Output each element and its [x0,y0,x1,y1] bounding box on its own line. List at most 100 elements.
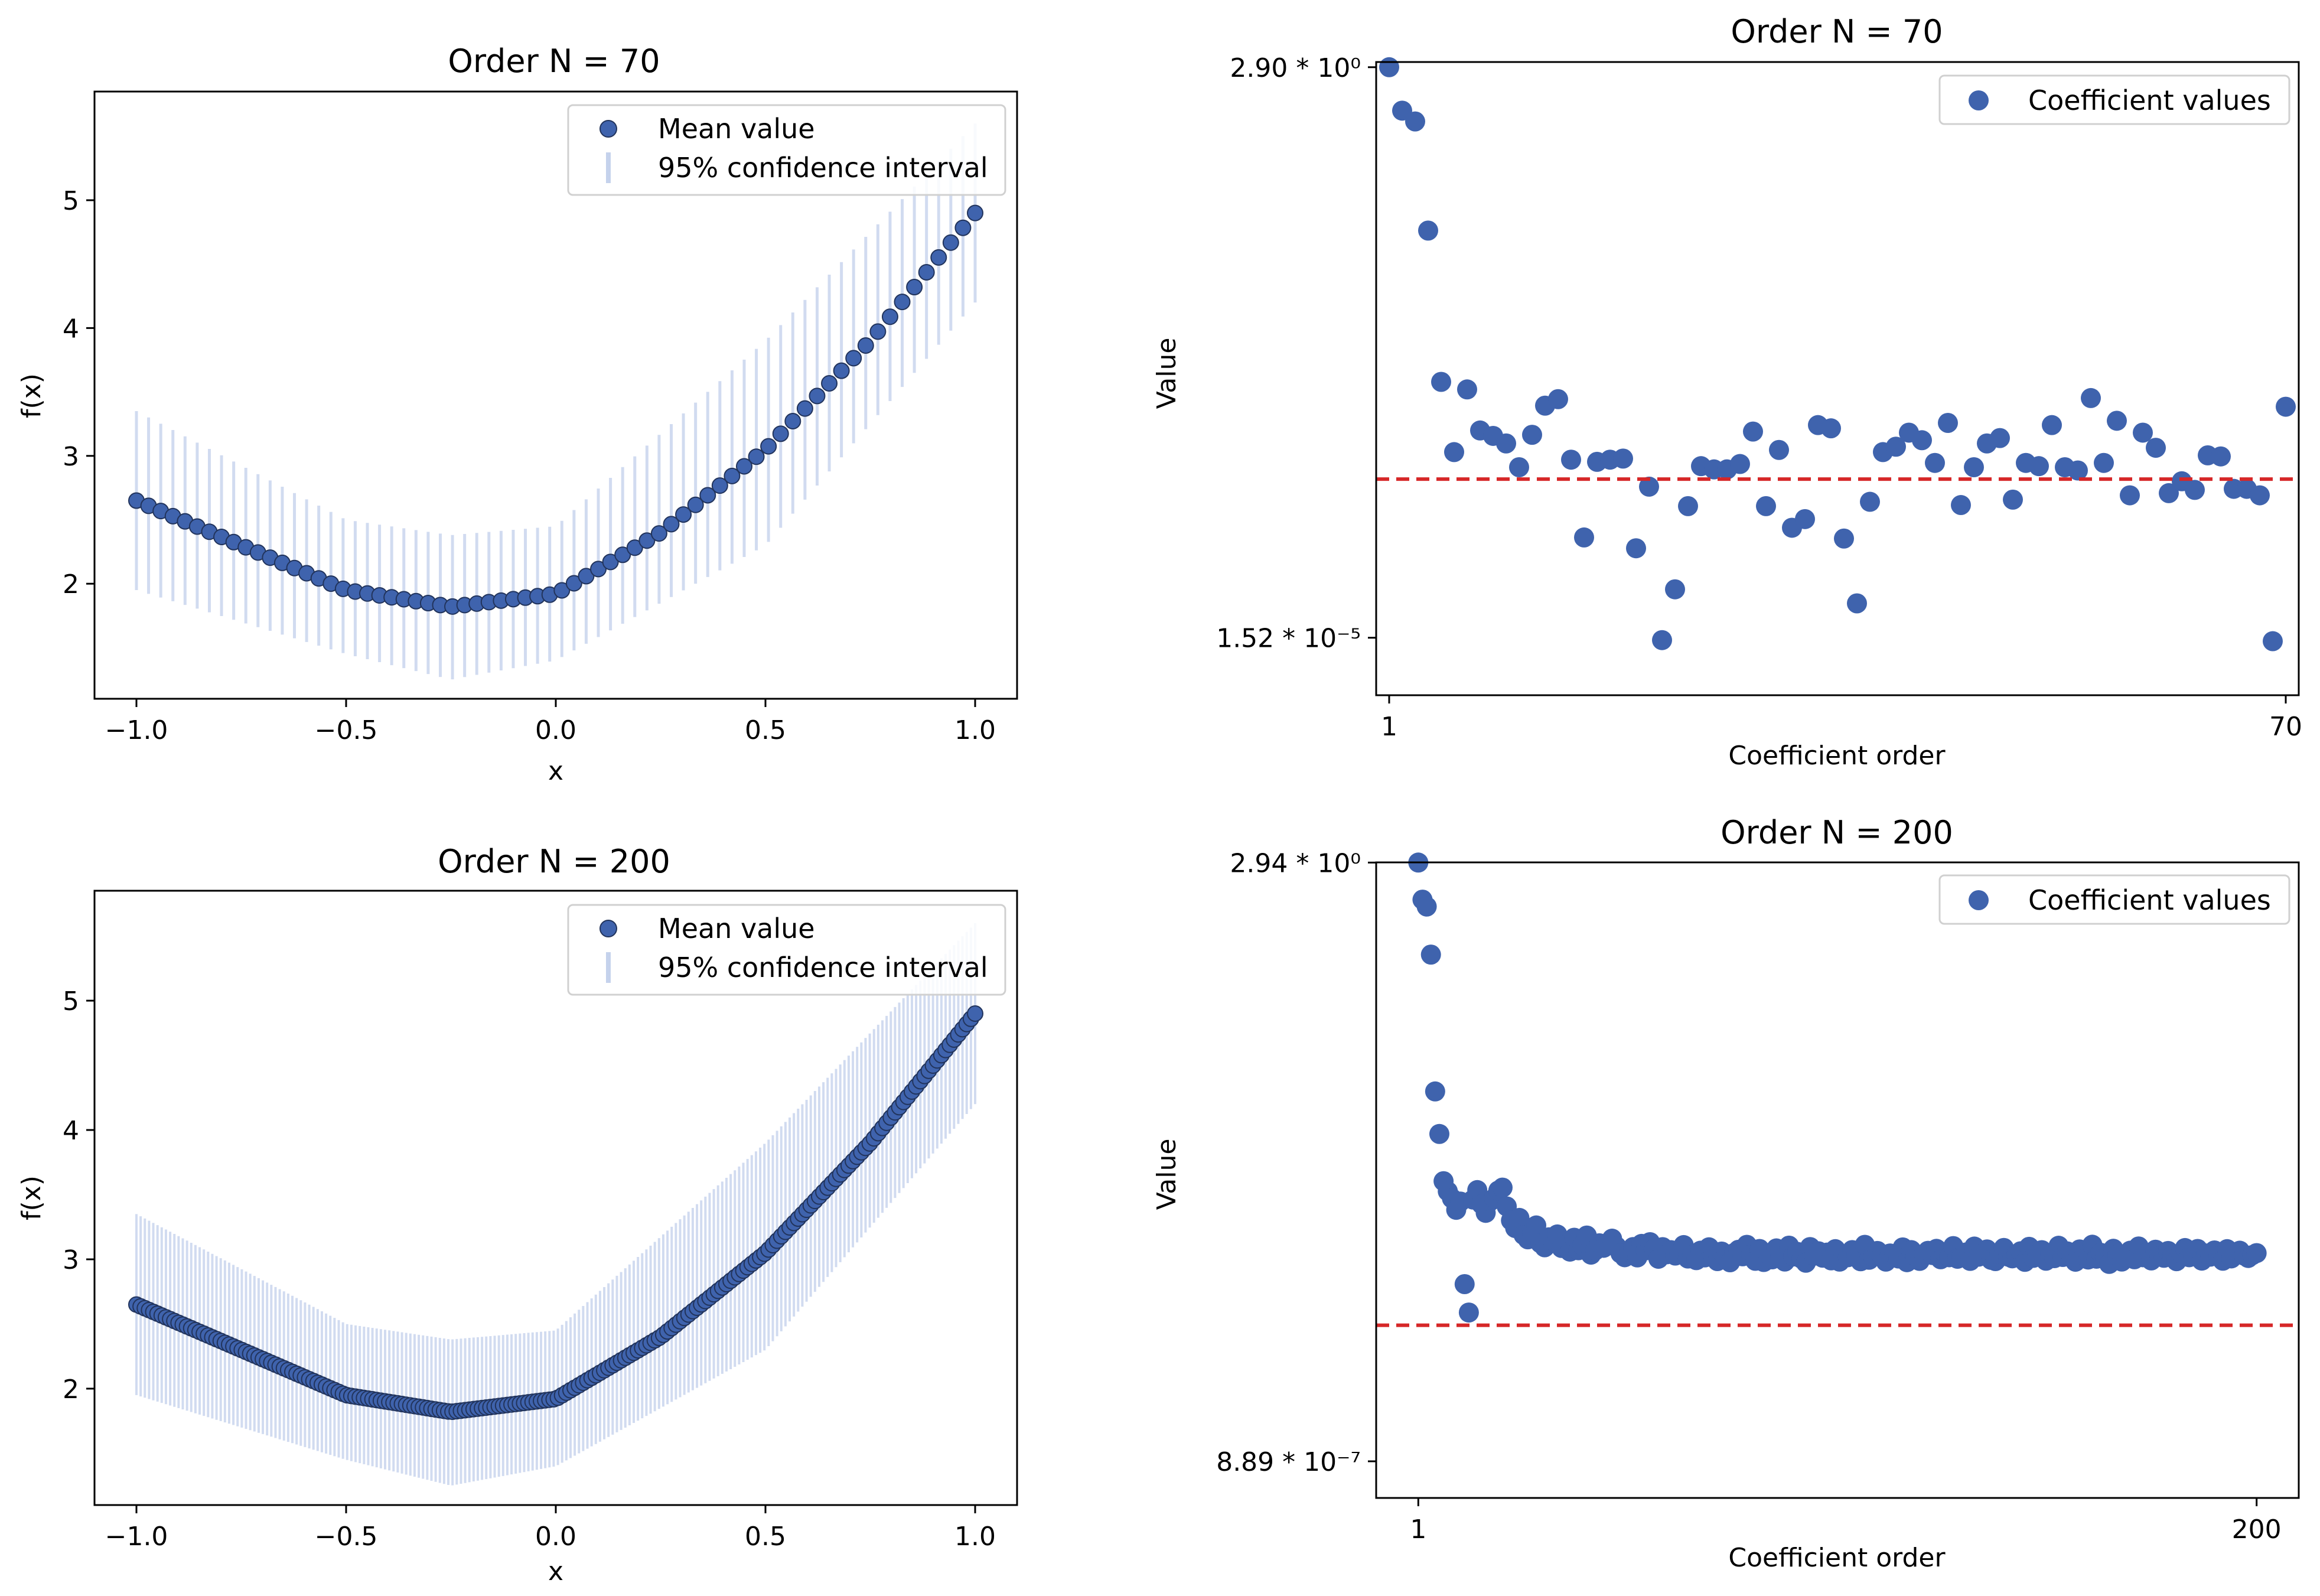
legend-box [1938,74,2290,125]
plot-area [1375,61,2300,696]
plot-area [1375,861,2300,1499]
y-axis-label: f(x) [17,373,47,418]
coefficient-point [2029,456,2049,477]
axis-ticks: 1 70 2.90 * 10⁰ 1.52 * 10⁻⁵ [1216,53,2302,742]
coefficient-point [1756,496,1776,516]
legend-label: Coefficient values [2028,84,2271,116]
mean-point [967,1005,983,1022]
y-tick-label: 2 [63,1374,79,1405]
coefficient-point [2068,460,2088,481]
coefficient-point [1769,439,1789,460]
coefficient-point [2042,415,2062,435]
coefficient-point [1951,495,1971,516]
x-tick-label: 0.5 [745,715,786,745]
y-axis-label: f(x) [17,1175,47,1220]
panel-n70-coefficients: Order N = 70 1 70 2.90 * 10⁰ 1.52 * 10⁻⁵ Co… [1152,13,2302,771]
legend: Coefficient values [1938,74,2290,125]
panel-n200-function: Order N = 200 −1.0 −0.5 0.0 0.5 1.0 2 3 4 5 x f(… [17,843,1018,1587]
mean-point [578,568,595,585]
coefficient-point [1938,413,1958,434]
mean-point [602,553,619,571]
coefficient-point [1492,1177,1513,1198]
mean-point [626,539,643,556]
y-tick-label: 1.52 * 10⁻⁵ [1216,624,1361,654]
coefficient-point [1526,1215,1547,1236]
y-tick-label: 3 [63,442,79,472]
coefficient-point [1454,1274,1475,1295]
coefficient-point [1509,1207,1530,1228]
mean-point [687,496,704,513]
mean-point [638,532,656,549]
coefficient-point [1886,437,1906,457]
y-tick-label: 5 [63,986,79,1017]
coefficient-point [1429,1123,1449,1144]
coefficient-point [1418,220,1438,241]
axis-ticks: 1 200 2.94 * 10⁰ 8.89 * 10⁻⁷ [1216,848,2281,1545]
y-tick-label: 2.90 * 10⁰ [1230,53,1361,83]
coefficient-point [2133,422,2153,443]
legend-label-mean: Mean value [658,913,815,944]
coefficient-point [2159,483,2179,503]
coefficient-point [1509,457,1529,478]
x-axis-label: Coefficient order [1728,741,1946,771]
coefficient-point [2276,396,2296,417]
mean-point [967,204,983,222]
coefficient-point [2094,452,2114,473]
coefficient-point [2211,446,2231,467]
legend-marker-mean [599,120,617,138]
legend-label: Coefficient values [2028,884,2271,916]
coefficient-point [1652,630,1672,650]
plot-marks [128,123,983,680]
panel-n70-function: Order N = 70 −1.0 −0.5 0.0 0.5 1.0 2 3 4 5 x f(x… [17,43,1018,786]
y-axis-label: Value [1152,1139,1182,1210]
coefficient-point [2263,631,2283,652]
coefficient-point [1561,450,1581,470]
mean-point [857,337,874,354]
y-tick-label: 2.94 * 10⁰ [1230,848,1361,878]
legend-box [567,104,1006,196]
coefficient-point [1639,476,1659,497]
coefficient-point [1821,418,1841,439]
legend-label-interval: 95% confidence interval [658,152,988,184]
coefficient-point [1574,527,1594,548]
mean-point [553,582,571,599]
legend-marker [1969,90,1989,110]
x-tick-label: 1 [1410,1514,1426,1545]
coefficient-point [1626,538,1646,559]
mean-point [784,412,801,429]
chart-title: Order N = 70 [1731,13,1943,50]
mean-point [881,308,898,325]
x-tick-label: 200 [2232,1514,2282,1545]
x-tick-label: 0.5 [745,1522,786,1552]
mean-point [894,294,911,311]
y-tick-label: 8.89 * 10⁻⁷ [1216,1447,1361,1477]
mean-point [906,279,923,296]
mean-point [772,425,789,442]
legend: Mean value 95% confidence interval [567,904,1006,996]
coefficient-point [1444,442,1464,462]
coefficient-point [1379,57,1399,77]
legend: Coefficient values [1938,874,2290,925]
coefficient-point [1925,452,1945,473]
x-tick-label: 1.0 [954,715,996,745]
coefficient-point [1613,448,1633,469]
mean-point [796,400,813,417]
coefficient-point [1730,454,1750,474]
legend-label-interval: 95% confidence interval [658,952,988,983]
y-tick-label: 2 [63,569,79,600]
mean-point [590,561,607,578]
y-tick-label: 5 [63,186,79,216]
legend-marker [1969,890,1989,910]
y-tick-label: 4 [63,1116,79,1146]
y-tick-label: 4 [63,314,79,344]
coefficient-point [1405,111,1425,132]
legend-label-mean: Mean value [658,113,815,145]
mean-point [918,263,935,281]
x-tick-label: 0.0 [535,715,576,745]
mean-point [711,477,728,494]
x-tick-label: −1.0 [105,715,168,745]
mean-point [930,249,947,266]
mean-point [699,487,716,504]
x-tick-label: −1.0 [105,1522,168,1552]
x-tick-label: 1 [1381,712,1397,742]
